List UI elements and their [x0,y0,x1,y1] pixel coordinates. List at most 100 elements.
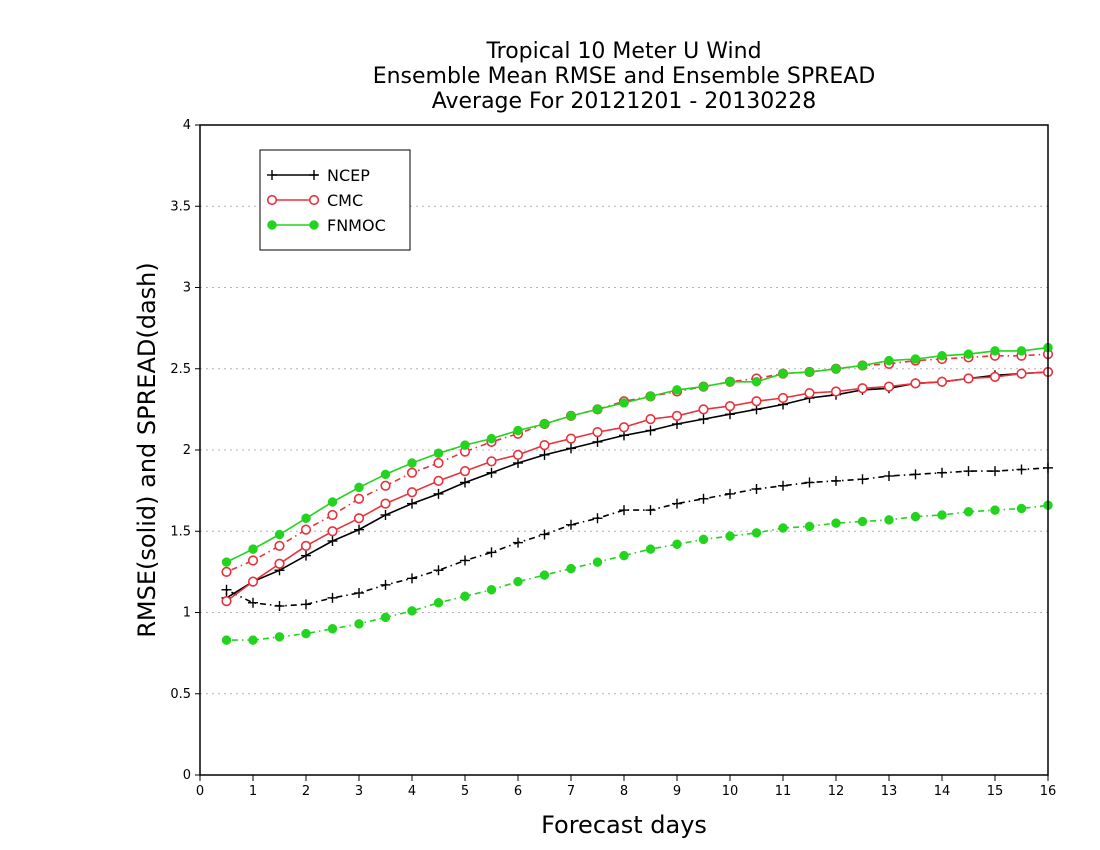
data-point-cmc-rmse [830,386,842,397]
data-point-fnmoc-rmse [725,377,735,387]
data-point-fnmoc-spread [380,612,391,623]
data-point-fnmoc-spread [963,507,974,517]
data-point-cmc-rmse [539,440,550,451]
data-point-ncep-rmse [539,449,550,460]
data-point-cmc-spread [274,540,285,551]
data-point-cmc-spread [247,555,259,566]
data-point-ncep-rmse [327,536,338,546]
x-tick-label: 3 [355,784,363,799]
data-point-fnmoc-spread [301,628,311,639]
data-point-fnmoc-spread [354,619,364,629]
data-point-ncep-spread [937,467,947,478]
x-tick-label: 7 [567,784,575,799]
data-point-fnmoc-rmse [248,544,258,554]
data-point-ncep-spread [221,584,232,595]
data-point-ncep-spread [778,480,788,491]
legend-label: CMC [327,191,363,210]
data-point-cmc-rmse [804,388,815,399]
data-point-ncep-rmse [380,510,391,520]
data-point-fnmoc-rmse [539,419,550,429]
data-point-fnmoc-spread [857,516,868,527]
x-tick-label: 0 [196,784,204,799]
data-point-cmc-rmse [857,383,868,394]
data-point-cmc-rmse [645,414,656,425]
data-point-ncep-rmse [354,524,364,535]
data-point-fnmoc-spread [1016,503,1027,514]
data-point-fnmoc-rmse [592,404,603,415]
x-tick-label: 9 [673,784,681,799]
data-point-cmc-rmse [512,449,524,460]
data-point-cmc-rmse [883,381,895,392]
data-point-fnmoc-rmse [433,448,444,458]
data-point-fnmoc-rmse [884,355,894,366]
data-point-ncep-spread [672,498,682,509]
data-point-fnmoc-spread [884,515,894,525]
x-tick-label: 5 [461,784,469,799]
data-point-ncep-spread [698,493,709,504]
data-point-fnmoc-rmse [486,433,497,444]
y-axis-label: RMSE(solid) and SPREAD(dash) [133,262,161,638]
data-point-fnmoc-rmse [407,458,417,468]
data-point-cmc-rmse [433,475,444,486]
data-point-ncep-spread [1016,464,1027,475]
data-point-fnmoc-spread [804,521,815,532]
data-point-fnmoc-spread [619,550,629,561]
series-line-cmc-rmse [226,371,1049,602]
data-point-ncep-spread [831,475,841,486]
data-point-cmc-rmse [380,498,391,509]
data-point-cmc-rmse [910,378,921,389]
data-point-cmc-spread [221,566,232,577]
data-point-ncep-spread [963,466,974,477]
data-point-fnmoc-spread [221,635,232,645]
data-point-cmc-rmse [751,396,762,407]
data-point-ncep-spread [513,537,523,548]
data-point-ncep-spread [380,579,391,590]
series-line-fnmoc-spread [226,504,1049,641]
legend: NCEP CMC FNMOC [259,149,411,251]
data-point-fnmoc-spread [248,635,258,645]
x-tick-label: 12 [828,784,845,799]
series-ncep-spread [221,462,1053,611]
data-point-ncep-rmse [460,477,470,488]
data-point-cmc-spread [327,509,338,521]
data-point-cmc-rmse [300,540,312,551]
data-point-fnmoc-rmse [751,377,762,387]
legend-item-cmc: CMC [266,191,363,210]
data-point-ncep-spread [884,471,894,481]
data-point-fnmoc-rmse [1016,346,1027,356]
chart-title-line-3: Average For 20121201 - 20130228 [432,89,817,114]
data-point-fnmoc-rmse [619,398,629,408]
axis-ticks: 00.511.522.533.540 1 2 3 4 5 6 7 8 9 10 11 12 13 14 15 1… [170,118,1056,799]
data-point-cmc-rmse [565,433,577,444]
data-point-cmc-spread [433,457,444,469]
x-axis-label: Forecast days [541,811,707,839]
data-point-ncep-spread [539,529,550,540]
data-point-ncep-spread [274,601,285,611]
chart-title-line-1: Tropical 10 Meter U Wind [485,39,761,64]
legend-marker [308,194,320,206]
data-point-fnmoc-rmse [274,529,285,540]
data-point-ncep-rmse [566,443,576,454]
data-point-fnmoc-spread [937,510,947,520]
data-point-ncep-spread [804,477,815,488]
data-point-fnmoc-spread [698,534,709,545]
x-tick-label: 14 [934,784,951,799]
data-point-cmc-rmse [486,456,497,467]
data-point-cmc-rmse [936,376,948,387]
data-point-ncep-spread [460,555,470,566]
data-point-fnmoc-spread [460,591,470,601]
data-point-cmc-rmse [592,427,603,438]
data-point-ncep-spread [910,469,921,480]
data-point-cmc-rmse [274,558,285,569]
data-point-fnmoc-spread [407,606,417,616]
data-point-cmc-rmse [327,526,338,537]
data-point-ncep-spread [248,597,258,608]
series-fnmoc-rmse [221,342,1053,567]
data-point-fnmoc-rmse [301,513,311,523]
data-point-ncep-spread [433,565,444,576]
data-point-ncep-rmse [698,414,709,425]
series-line-cmc-spread [226,353,1049,573]
legend-label: FNMOC [327,216,386,235]
data-point-fnmoc-spread [566,563,576,574]
data-point-cmc-rmse [963,373,974,384]
